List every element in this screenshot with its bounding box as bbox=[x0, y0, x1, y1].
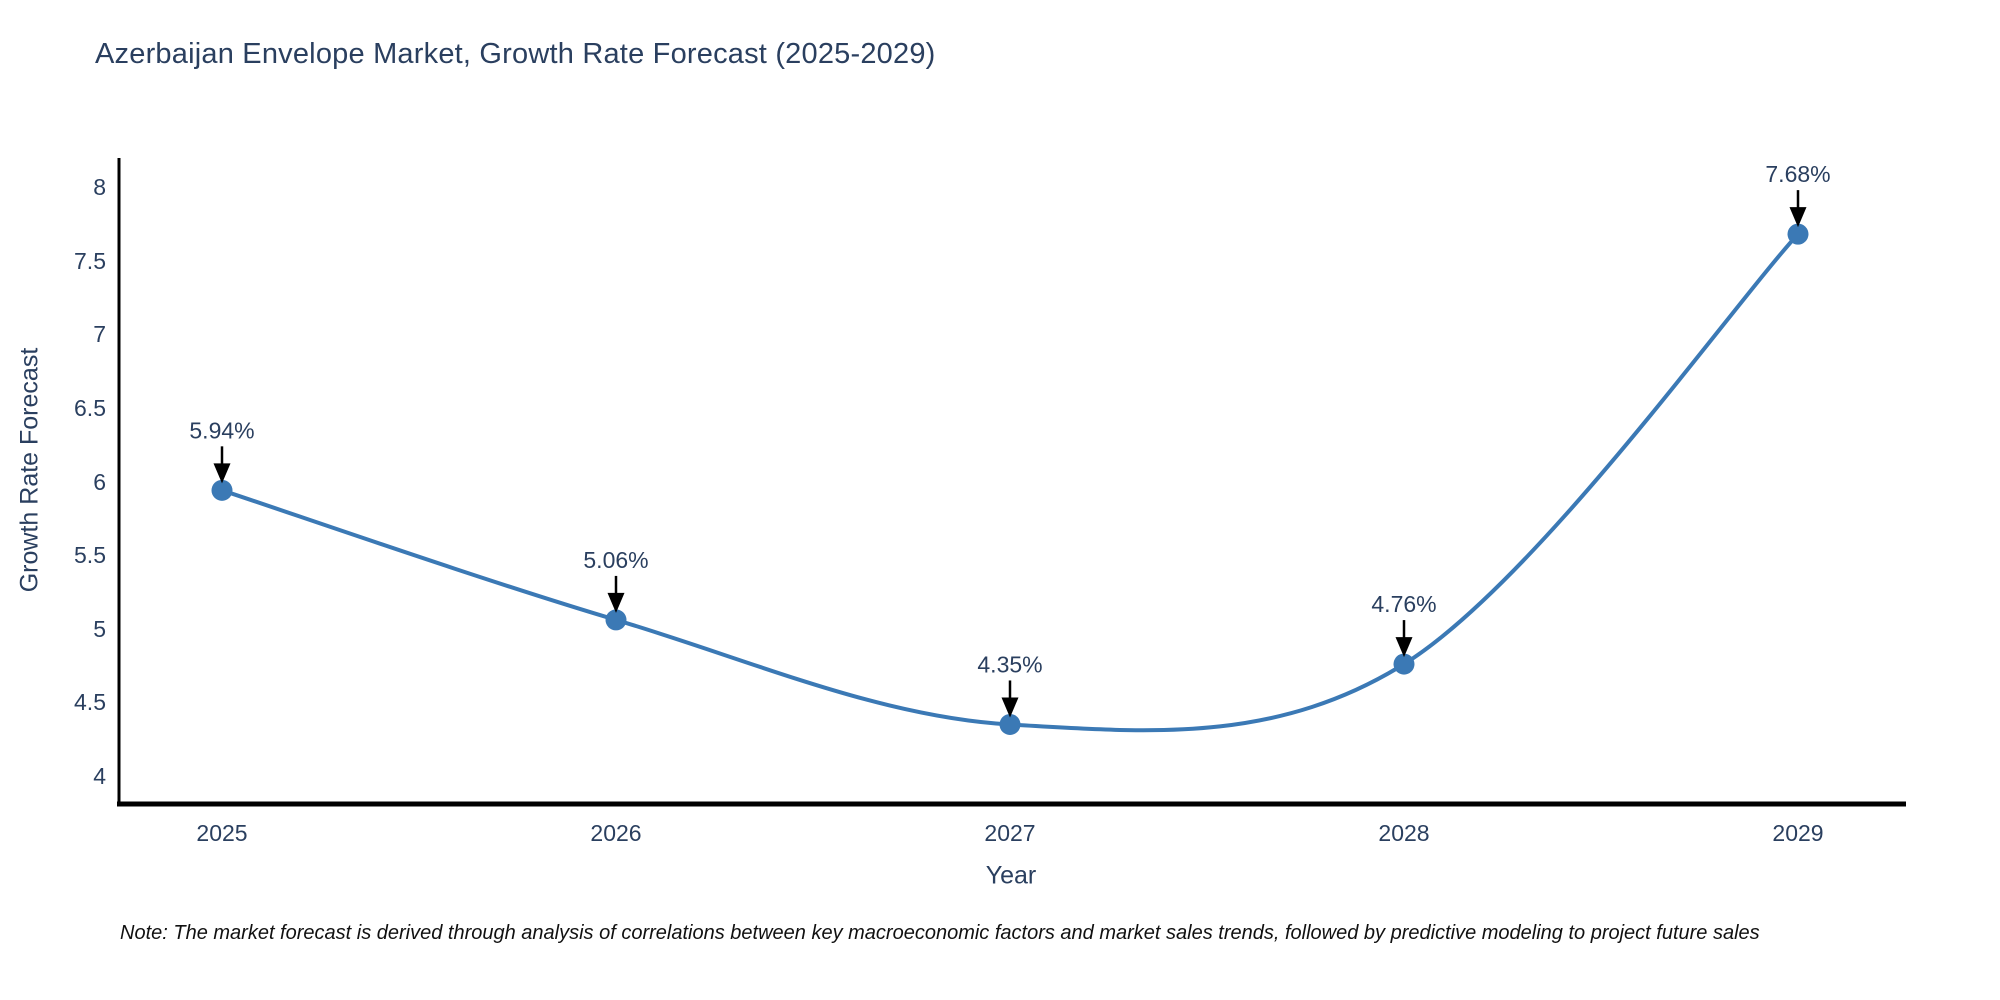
data-point-marker bbox=[211, 479, 233, 501]
point-annotations: 5.94% 5.06% 4.35% 4.76% 7.68% bbox=[189, 161, 1831, 718]
growth-rate-line bbox=[220, 232, 1800, 733]
annotation-arrowhead-icon bbox=[607, 592, 625, 613]
y-tick-label: 4 bbox=[93, 763, 106, 789]
y-tick-label: 7 bbox=[93, 321, 106, 348]
point-annotation: 4.76% bbox=[1371, 591, 1437, 658]
footnote: Note: The market forecast is derived thr… bbox=[120, 922, 1760, 944]
x-tick-label: 2029 bbox=[1772, 820, 1824, 846]
point-value-label: 7.68% bbox=[1765, 161, 1830, 187]
point-annotation: 4.35% bbox=[977, 651, 1043, 718]
x-tick-label: 2025 bbox=[196, 820, 248, 846]
y-tick-label: 8 bbox=[93, 174, 106, 200]
point-value-label: 5.94% bbox=[189, 417, 254, 443]
y-tick-label: 6.5 bbox=[74, 394, 106, 421]
data-point-marker bbox=[999, 713, 1021, 735]
x-tick-label: 2028 bbox=[1378, 820, 1430, 846]
annotation-arrowhead-icon bbox=[213, 463, 231, 484]
series-line bbox=[220, 232, 1800, 733]
data-point-marker bbox=[605, 609, 627, 631]
y-tick-label: 5 bbox=[93, 615, 106, 642]
point-annotation: 7.68% bbox=[1765, 161, 1831, 228]
annotation-arrowhead-icon bbox=[1001, 697, 1019, 718]
y-tick-label: 7.5 bbox=[74, 247, 106, 274]
y-tick-label: 4.5 bbox=[74, 689, 106, 716]
annotation-arrowhead-icon bbox=[1395, 637, 1413, 658]
chart-title: Azerbaijan Envelope Market, Growth Rate … bbox=[95, 38, 936, 70]
y-tick-label: 5.5 bbox=[74, 542, 106, 569]
annotation-arrowhead-icon bbox=[1789, 207, 1807, 228]
x-axis-title: Year bbox=[985, 861, 1037, 890]
point-value-label: 4.76% bbox=[1371, 591, 1436, 617]
y-tick-label: 6 bbox=[93, 468, 106, 495]
data-point-marker bbox=[1787, 223, 1809, 245]
data-point-marker bbox=[1393, 653, 1415, 675]
point-annotation: 5.06% bbox=[583, 547, 649, 613]
x-tick-label: 2026 bbox=[590, 820, 642, 846]
x-tick-label: 2027 bbox=[984, 820, 1036, 846]
series-markers bbox=[211, 223, 1809, 735]
point-annotation: 5.94% bbox=[189, 417, 255, 484]
point-value-label: 4.35% bbox=[977, 651, 1042, 677]
point-value-label: 5.06% bbox=[583, 547, 648, 573]
y-axis-title: Growth Rate Forecast bbox=[15, 347, 44, 593]
